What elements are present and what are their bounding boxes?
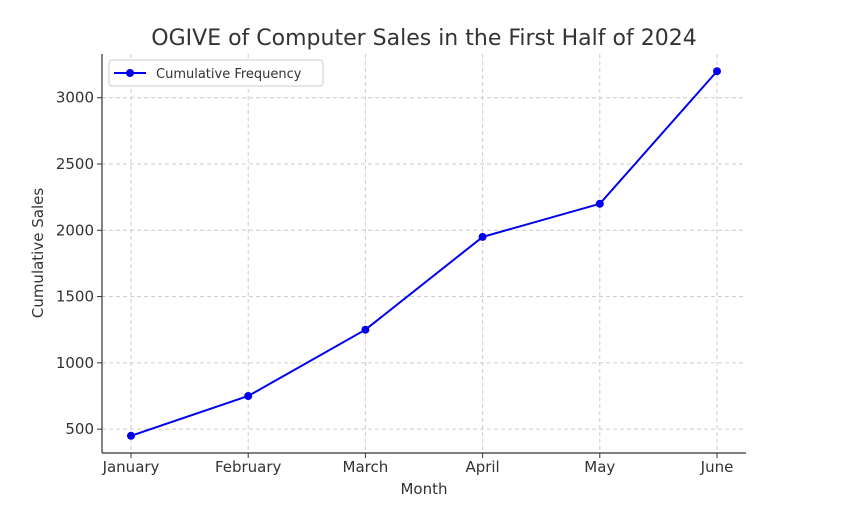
y-tick-label: 1000 — [56, 354, 94, 372]
x-tick-label: February — [215, 458, 282, 476]
y-axis-label: Cumulative Sales — [29, 188, 47, 318]
data-point — [713, 67, 721, 76]
series-line — [130, 70, 718, 437]
legend-marker — [126, 69, 134, 77]
legend: Cumulative Frequency — [108, 59, 324, 87]
legend-box — [108, 59, 324, 87]
data-point — [595, 199, 604, 208]
axes-spines — [101, 54, 746, 454]
y-tick-label: 1500 — [56, 288, 94, 306]
y-tick-label: 500 — [65, 420, 94, 438]
grid — [102, 54, 746, 453]
x-axis-label: Month — [400, 480, 447, 498]
x-tick-label: April — [465, 458, 499, 476]
legend-label: Cumulative Frequency — [156, 67, 302, 82]
series-layer — [127, 67, 721, 440]
x-tick-label: January — [102, 458, 160, 476]
chart-title: OGIVE of Computer Sales in the First Hal… — [151, 26, 696, 51]
x-axis-ticks: January February March April May June — [102, 453, 734, 476]
data-point — [478, 232, 487, 241]
data-point — [127, 431, 135, 440]
data-point — [244, 392, 253, 400]
x-tick-label: May — [584, 458, 615, 476]
y-tick-label: 3000 — [56, 89, 94, 107]
data-point — [361, 325, 370, 334]
x-tick-label: June — [700, 458, 734, 476]
y-axis-ticks: 500 1000 1500 2000 2500 3000 — [56, 89, 102, 438]
x-tick-label: March — [343, 458, 389, 476]
y-tick-label: 2000 — [56, 221, 94, 239]
y-tick-label: 2500 — [56, 155, 94, 173]
